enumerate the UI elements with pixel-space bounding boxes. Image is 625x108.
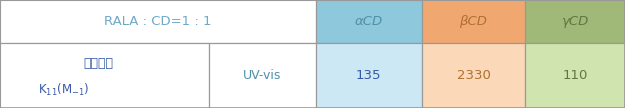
Bar <box>422 0 525 43</box>
Text: K$_{11}$(M$_{-1}$): K$_{11}$(M$_{-1}$) <box>38 82 89 98</box>
Text: 110: 110 <box>562 69 588 82</box>
Bar <box>525 0 625 43</box>
Bar <box>316 0 422 43</box>
Text: UV-vis: UV-vis <box>243 69 282 82</box>
Text: RALA : CD=1 : 1: RALA : CD=1 : 1 <box>104 15 211 28</box>
Text: αCD: αCD <box>354 15 383 28</box>
Text: 135: 135 <box>356 69 381 82</box>
Text: γCD: γCD <box>561 15 589 28</box>
Bar <box>422 43 525 108</box>
Bar <box>209 43 316 108</box>
Text: 結合定数: 結合定数 <box>83 57 113 70</box>
Text: 2330: 2330 <box>456 69 491 82</box>
Text: βCD: βCD <box>459 15 488 28</box>
Bar <box>0 43 209 108</box>
Bar <box>525 43 625 108</box>
Bar <box>316 43 422 108</box>
Bar <box>0 0 316 43</box>
